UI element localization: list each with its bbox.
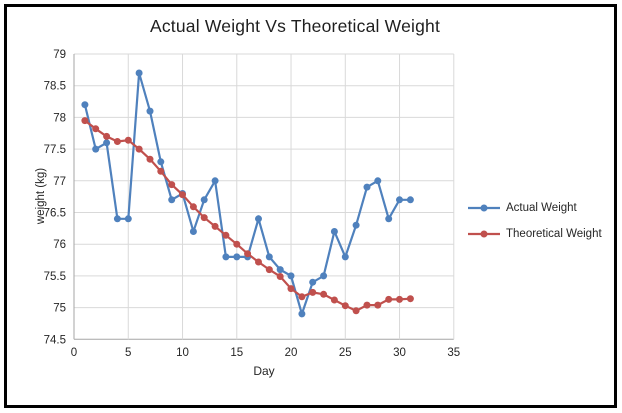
y-axis-title: weight (kg) xyxy=(35,167,47,225)
data-point-theoretical-weight xyxy=(113,138,121,145)
data-point-actual-weight xyxy=(146,107,154,115)
chart-frame xyxy=(4,4,617,408)
x-axis-title: Day xyxy=(253,364,275,378)
data-point-theoretical-weight xyxy=(287,285,295,293)
data-point-theoretical-weight xyxy=(189,203,197,211)
legend-line-sample-theoretical-weight xyxy=(468,230,500,238)
data-point-actual-weight xyxy=(309,278,317,286)
legend-item-theoretical-weight[interactable]: Theoretical Weight xyxy=(467,221,602,247)
data-point-theoretical-weight xyxy=(309,288,317,296)
data-point-actual-weight xyxy=(211,177,219,185)
data-point-theoretical-weight xyxy=(222,231,230,239)
y-tick-label: 76.5 xyxy=(44,208,66,220)
data-point-theoretical-weight xyxy=(157,167,165,175)
data-point-theoretical-weight xyxy=(168,181,176,189)
data-point-actual-weight xyxy=(396,196,403,204)
data-point-theoretical-weight xyxy=(352,307,360,315)
data-point-theoretical-weight xyxy=(92,125,100,133)
data-point-theoretical-weight xyxy=(124,136,132,144)
y-tick-label: 75 xyxy=(53,303,66,315)
data-point-theoretical-weight xyxy=(341,302,349,310)
data-point-actual-weight xyxy=(330,228,338,235)
chart-title: Actual Weight Vs Theoretical Weight xyxy=(149,16,441,36)
data-point-actual-weight xyxy=(168,196,176,204)
data-point-theoretical-weight xyxy=(179,191,186,199)
x-tick-label: 10 xyxy=(176,347,189,359)
data-point-actual-weight xyxy=(92,145,100,153)
data-point-theoretical-weight xyxy=(244,250,252,258)
data-point-theoretical-weight xyxy=(406,295,414,303)
data-point-theoretical-weight xyxy=(146,155,154,163)
series-line-actual-weight xyxy=(83,72,411,318)
y-tick-label: 75.5 xyxy=(44,271,66,283)
series-theoretical-weight[interactable] xyxy=(81,117,414,315)
legend-item-actual-weight[interactable]: Actual Weight xyxy=(467,195,602,221)
y-tick-label: 79 xyxy=(53,49,66,61)
data-point-actual-weight xyxy=(320,272,328,280)
data-point-actual-weight xyxy=(352,221,360,229)
legend-label-theoretical-weight: Theoretical Weight xyxy=(506,228,602,240)
data-point-actual-weight xyxy=(385,215,393,223)
data-point-theoretical-weight xyxy=(81,117,89,125)
series-actual-weight[interactable] xyxy=(81,69,414,318)
data-point-theoretical-weight xyxy=(374,301,382,309)
data-point-theoretical-weight xyxy=(363,301,371,309)
y-tick-label: 78.5 xyxy=(44,81,66,93)
data-point-actual-weight xyxy=(103,139,111,147)
data-point-theoretical-weight xyxy=(233,240,241,248)
legend-label-actual-weight: Actual Weight xyxy=(506,202,577,214)
data-point-actual-weight xyxy=(189,228,197,235)
legend-line-sample-actual-weight xyxy=(468,204,500,212)
data-point-actual-weight xyxy=(157,158,165,166)
data-point-theoretical-weight xyxy=(276,273,284,280)
x-tick-label: 15 xyxy=(230,347,243,359)
data-point-actual-weight xyxy=(233,253,241,261)
data-point-actual-weight xyxy=(406,196,414,204)
data-point-theoretical-weight xyxy=(255,258,262,266)
y-tick-label: 77 xyxy=(53,176,66,188)
y-tick-label: 78 xyxy=(53,112,66,124)
data-point-actual-weight xyxy=(374,177,382,185)
x-tick-label: 30 xyxy=(393,347,406,359)
data-point-theoretical-weight xyxy=(330,296,338,304)
data-point-theoretical-weight xyxy=(298,293,306,301)
data-point-actual-weight xyxy=(200,196,208,204)
data-point-actual-weight xyxy=(298,310,306,318)
data-point-actual-weight xyxy=(255,215,262,223)
data-point-actual-weight xyxy=(363,183,371,191)
data-point-actual-weight xyxy=(135,69,143,77)
data-point-actual-weight xyxy=(81,101,89,109)
data-point-theoretical-weight xyxy=(385,295,393,303)
y-tick-label: 76 xyxy=(53,239,66,251)
x-tick-label: 35 xyxy=(447,347,460,359)
data-point-theoretical-weight xyxy=(396,295,403,303)
y-tick-label: 77.5 xyxy=(44,144,66,156)
x-tick-label: 5 xyxy=(125,347,131,359)
x-tick-label: 25 xyxy=(339,347,352,359)
x-tick-label: 20 xyxy=(285,347,298,359)
data-point-theoretical-weight xyxy=(135,145,143,153)
data-point-actual-weight xyxy=(276,266,284,274)
data-point-actual-weight xyxy=(265,253,273,261)
data-point-theoretical-weight xyxy=(320,290,328,298)
data-point-actual-weight xyxy=(113,215,121,223)
data-point-actual-weight xyxy=(124,215,132,223)
data-point-actual-weight xyxy=(287,272,295,280)
data-point-theoretical-weight xyxy=(103,132,111,140)
data-point-theoretical-weight xyxy=(211,222,219,230)
legend: Actual Weight Theoretical Weight xyxy=(467,195,602,247)
data-point-theoretical-weight xyxy=(200,214,208,222)
data-point-actual-weight xyxy=(341,253,349,261)
y-tick-label: 74.5 xyxy=(44,334,66,346)
x-tick-label: 0 xyxy=(71,347,77,359)
data-point-actual-weight xyxy=(222,253,230,261)
data-point-theoretical-weight xyxy=(265,266,273,274)
